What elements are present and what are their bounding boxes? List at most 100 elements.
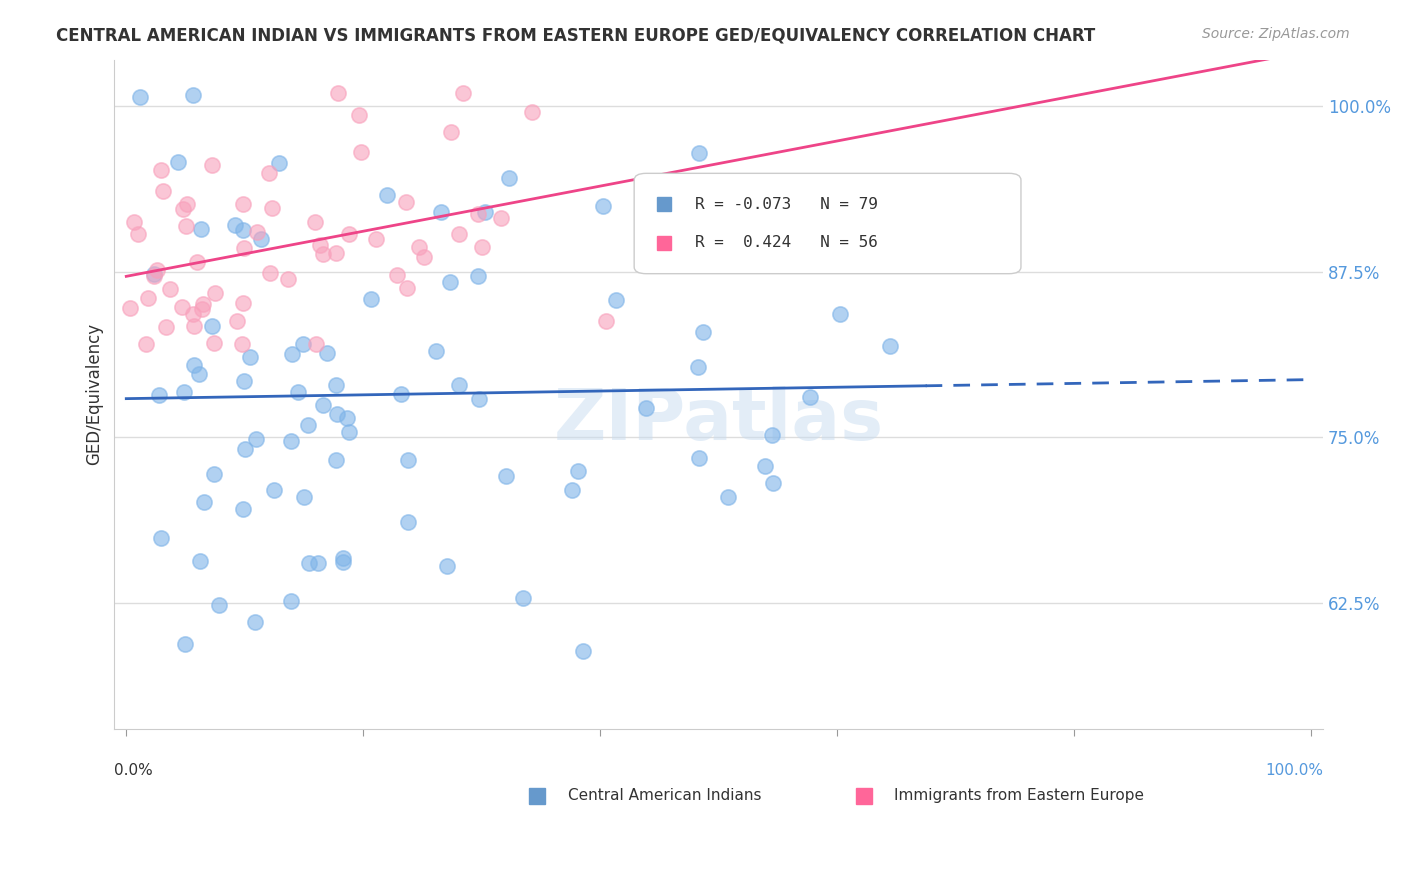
Point (297, 418, 319, 433)
Point (135, 337, 157, 351)
Point (408, 240, 430, 254)
Point (159, 282, 181, 296)
Point (634, 401, 657, 415)
Point (436, 558, 458, 573)
Point (688, 450, 710, 465)
Text: Immigrants from Eastern Europe: Immigrants from Eastern Europe (894, 788, 1144, 803)
Text: 0.0%: 0.0% (114, 764, 153, 779)
Point (172, 202, 194, 216)
Point (277, 272, 299, 286)
Point (468, 392, 491, 406)
Point (257, 166, 280, 180)
Point (183, 359, 205, 373)
Point (425, 343, 447, 358)
Text: R = -0.073   N = 79: R = -0.073 N = 79 (695, 197, 877, 212)
Point (143, 267, 166, 281)
Point (754, 458, 776, 473)
Point (280, 594, 302, 608)
Point (879, 339, 901, 353)
Point (307, 556, 329, 570)
Point (186, 254, 208, 268)
Point (326, 408, 349, 422)
Point (202, 467, 225, 482)
Point (350, 145, 373, 159)
Point (413, 250, 436, 264)
Point (149, 163, 172, 178)
Point (232, 241, 254, 255)
Point (326, 86, 349, 100)
Point (187, 367, 209, 381)
Point (260, 201, 283, 215)
Point (233, 442, 256, 456)
Point (231, 337, 253, 351)
Point (208, 598, 231, 612)
Text: ZIPatlas: ZIPatlas (554, 386, 884, 456)
Point (170, 300, 193, 314)
Point (122, 215, 145, 229)
Point (396, 453, 419, 467)
Point (495, 469, 517, 483)
Point (291, 337, 314, 351)
Point (174, 637, 197, 651)
Point (761, 428, 783, 442)
Point (595, 313, 617, 327)
Point (592, 199, 614, 213)
Point (471, 240, 494, 254)
Point (688, 146, 710, 161)
Point (155, 320, 177, 334)
Text: 100.0%: 100.0% (1265, 764, 1323, 779)
Point (332, 550, 354, 565)
Point (325, 452, 347, 467)
Point (204, 285, 226, 300)
Point (287, 384, 309, 399)
Point (190, 554, 212, 568)
Point (325, 378, 347, 392)
Point (520, 105, 543, 120)
Point (312, 247, 335, 261)
Point (605, 293, 627, 307)
Point (149, 531, 172, 545)
Text: CENTRAL AMERICAN INDIAN VS IMMIGRANTS FROM EASTERN EUROPE GED/EQUIVALENCY CORREL: CENTRAL AMERICAN INDIAN VS IMMIGRANTS FR… (56, 27, 1095, 45)
Point (308, 238, 330, 252)
Point (512, 591, 534, 606)
Point (332, 555, 354, 569)
Point (167, 155, 190, 169)
Point (136, 291, 159, 305)
Point (430, 205, 453, 219)
Point (491, 211, 513, 226)
Point (145, 263, 167, 277)
Point (498, 170, 520, 185)
Point (201, 319, 224, 334)
Point (292, 490, 315, 504)
Point (385, 268, 408, 282)
Point (281, 347, 304, 361)
Point (263, 483, 285, 497)
Point (561, 483, 583, 498)
Point (316, 346, 339, 360)
Point (225, 314, 247, 328)
Point (375, 188, 398, 202)
Text: R =  0.424   N = 56: R = 0.424 N = 56 (695, 235, 877, 250)
Point (440, 125, 463, 139)
Point (181, 307, 204, 321)
Point (449, 377, 471, 392)
Point (181, 87, 204, 102)
Y-axis label: GED/Equivalency: GED/Equivalency (86, 323, 103, 465)
Point (439, 276, 461, 290)
Point (337, 227, 360, 242)
Point (176, 197, 198, 211)
Point (571, 644, 593, 658)
Point (337, 425, 360, 439)
Point (174, 219, 197, 234)
Text: Source: ZipAtlas.com: Source: ZipAtlas.com (1202, 27, 1350, 41)
Point (474, 205, 496, 219)
Point (280, 434, 302, 448)
Text: Central American Indians: Central American Indians (568, 788, 761, 803)
Point (148, 388, 170, 402)
Point (360, 292, 382, 306)
Point (267, 156, 290, 170)
Point (232, 296, 254, 310)
Point (201, 158, 224, 172)
FancyBboxPatch shape (634, 173, 1021, 274)
Point (451, 86, 474, 100)
